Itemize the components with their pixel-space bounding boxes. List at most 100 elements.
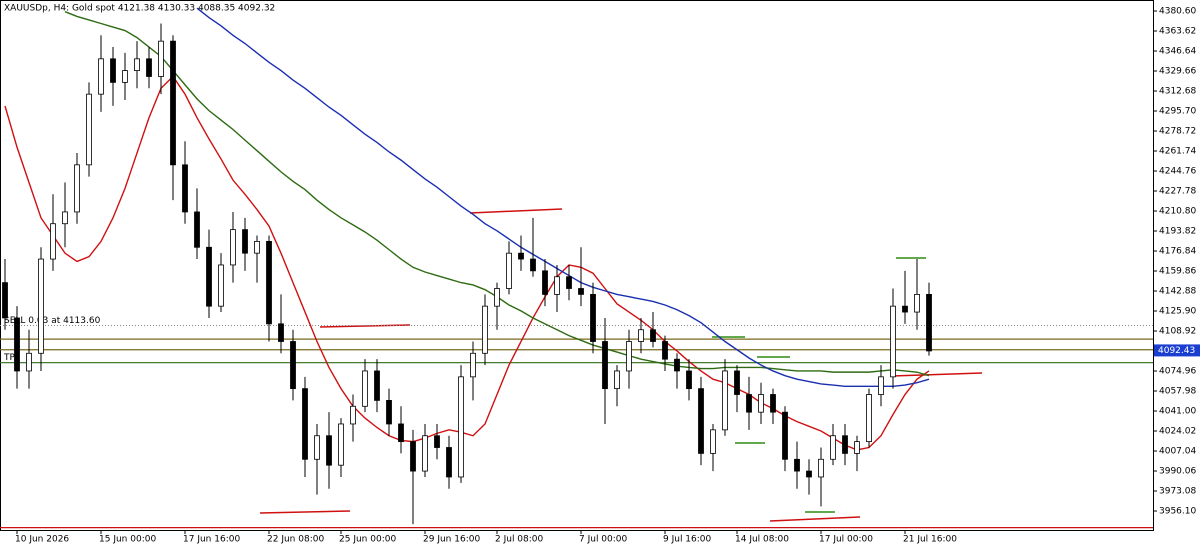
candle-body	[806, 470, 812, 478]
x-tick-label: 10 Jun 2026	[15, 535, 69, 545]
candle-body	[854, 441, 860, 454]
x-tick-label: 21 Jul 16:00	[903, 535, 957, 545]
x-tick-label: 15 Jun 00:00	[99, 535, 156, 545]
candle-body	[554, 276, 560, 295]
candle-body	[242, 229, 248, 254]
candle-body	[710, 429, 716, 454]
y-tick-label: 4159.86	[1159, 267, 1196, 277]
candle-body	[278, 323, 284, 342]
zone-line	[769, 516, 861, 522]
y-tick-label: 4278.72	[1159, 127, 1196, 137]
candle-body	[518, 252, 524, 260]
candle-body	[158, 40, 164, 77]
candle-body	[614, 370, 620, 390]
candle-body	[26, 352, 32, 372]
candle-body	[506, 252, 512, 289]
current-price-label: 4092.43	[1158, 346, 1195, 356]
candle-body	[770, 394, 776, 413]
candle-body	[74, 164, 80, 213]
candle-body	[302, 388, 308, 460]
candle-body	[434, 435, 440, 448]
candle-body	[206, 246, 212, 307]
candle-body	[362, 370, 368, 407]
candle-body	[338, 423, 344, 466]
y-tick-label: 3973.08	[1159, 487, 1196, 497]
candle-body	[890, 305, 896, 378]
candle-body	[542, 270, 548, 295]
candle-body	[830, 435, 836, 460]
candle-body	[782, 411, 788, 460]
x-tick-label: 17 Jul 00:00	[819, 535, 873, 545]
moving-average	[196, 7, 930, 387]
candle-body	[386, 400, 392, 425]
y-tick-label: 4210.80	[1159, 207, 1196, 217]
candle-body	[590, 293, 596, 342]
candle-body	[602, 341, 608, 390]
current-price-box	[1154, 344, 1200, 357]
candle-body	[818, 458, 824, 478]
candle-body	[914, 293, 920, 313]
candle-body	[746, 394, 752, 413]
y-tick-label: 4346.64	[1159, 47, 1196, 57]
candle-body	[902, 305, 908, 313]
x-tick-label: 2 Jul 08:00	[495, 535, 544, 545]
y-tick-label: 4227.78	[1159, 187, 1196, 197]
candle-body	[146, 58, 152, 77]
candle-body	[218, 264, 224, 307]
candle-body	[482, 305, 488, 354]
candle-body	[14, 317, 20, 372]
candle-body	[758, 394, 764, 413]
candle-body	[926, 293, 932, 352]
candle-body	[62, 211, 68, 225]
y-tick-label: 4193.82	[1159, 227, 1196, 237]
y-tick-label: 4125.90	[1159, 307, 1196, 317]
x-tick-label: 14 Jul 08:00	[735, 535, 789, 545]
x-tick-label: 17 Jun 16:00	[183, 535, 240, 545]
candle-body	[578, 288, 584, 295]
zone-line	[469, 208, 563, 214]
candle-body	[566, 276, 572, 289]
candle-body	[194, 211, 200, 248]
candle-body	[326, 435, 332, 466]
zone-line	[891, 372, 983, 377]
candle-body	[170, 40, 176, 166]
candle-body	[470, 352, 476, 378]
zone-marks	[259, 208, 983, 522]
x-tick-label: 29 Jun 16:00	[423, 535, 480, 545]
y-tick-label: 3990.06	[1159, 467, 1196, 477]
y-tick-label: 4380.60	[1159, 7, 1196, 17]
level-label: TP	[3, 353, 15, 363]
candle-body	[446, 447, 452, 478]
candle-body	[398, 423, 404, 443]
y-tick-label: 4007.04	[1159, 447, 1196, 457]
zone-line	[319, 324, 411, 328]
x-tick-label: 25 Jun 00:00	[339, 535, 396, 545]
candle-body	[266, 240, 272, 325]
candle-body	[734, 370, 740, 395]
candle-body	[686, 370, 692, 390]
zone-line	[259, 510, 351, 514]
candle-body	[626, 341, 632, 372]
level-label: SELL 0.03 at 4113.60	[4, 316, 101, 326]
candle-body	[842, 435, 848, 454]
candle-body	[254, 240, 260, 254]
y-tick-label: 3956.10	[1159, 507, 1196, 517]
y-tick-label: 4244.76	[1159, 167, 1196, 177]
candle-body	[494, 288, 500, 307]
y-tick-label: 4041.00	[1159, 407, 1196, 417]
candle-body	[350, 405, 356, 425]
candle-body	[50, 223, 56, 260]
y-tick-label: 4074.96	[1159, 367, 1196, 377]
chart-title: XAUUSDp, H4: Gold spot 4121.38 4130.33 4…	[4, 4, 275, 14]
plot-frame	[0, 0, 1154, 531]
x-tick-label: 22 Jun 08:00	[267, 535, 324, 545]
candle-body	[638, 329, 644, 342]
candle-body	[422, 435, 428, 472]
y-tick-label: 4363.62	[1159, 27, 1196, 37]
y-tick-label: 4057.98	[1159, 387, 1196, 397]
candle-body	[530, 258, 536, 272]
candle-body	[2, 282, 8, 319]
candle-body	[674, 358, 680, 372]
axis-panel	[1154, 0, 1200, 546]
